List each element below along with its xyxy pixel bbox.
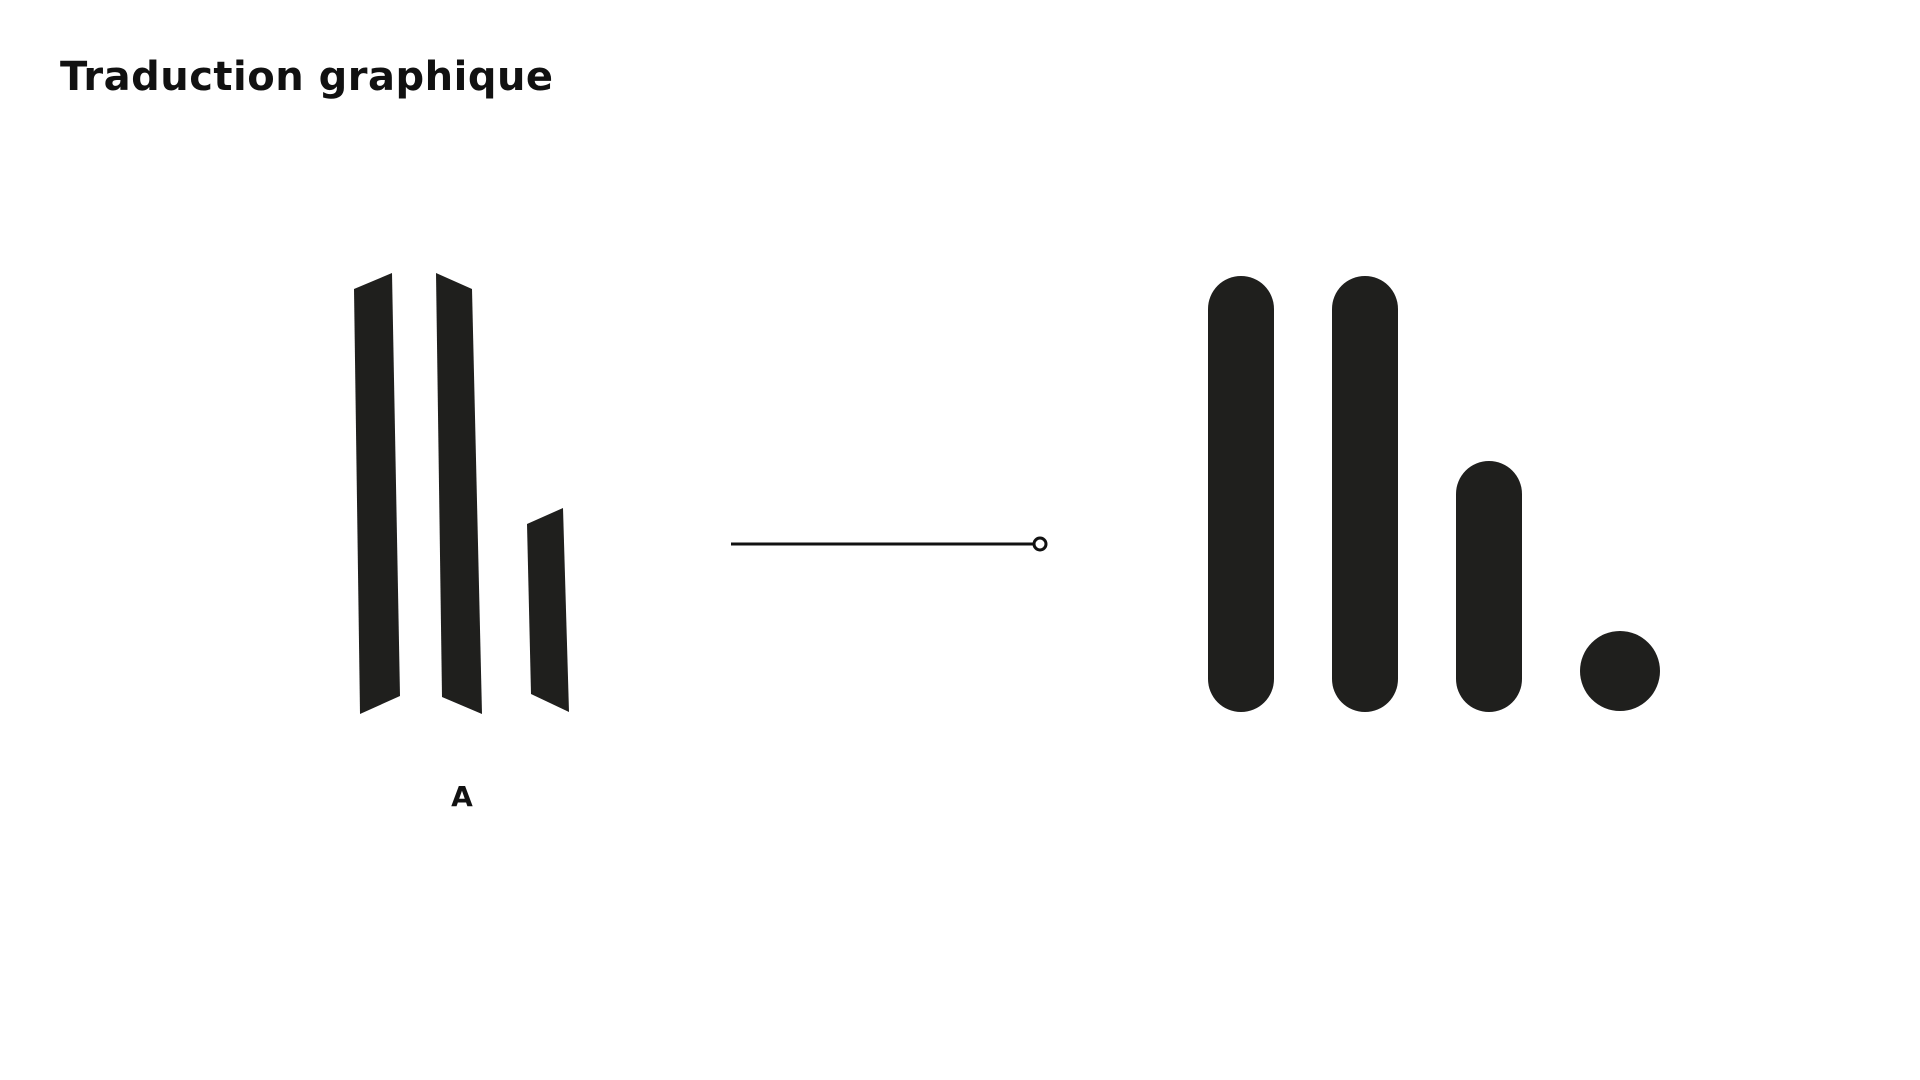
- connector-arrow: [731, 536, 1048, 552]
- page-title: Traduction graphique: [60, 54, 554, 100]
- target-bar-3: [1456, 461, 1522, 712]
- target-bar-2: [1332, 276, 1398, 712]
- source-label: A: [451, 780, 473, 813]
- target-bar-1: [1208, 276, 1274, 712]
- source-bar-3: [527, 508, 569, 712]
- source-bar-2: [436, 273, 482, 714]
- target-dot: [1580, 631, 1660, 711]
- source-shape-group: [354, 273, 569, 714]
- source-bar-1: [354, 273, 400, 714]
- target-shape-group: [1208, 276, 1660, 712]
- connector-end-circle: [1032, 536, 1048, 552]
